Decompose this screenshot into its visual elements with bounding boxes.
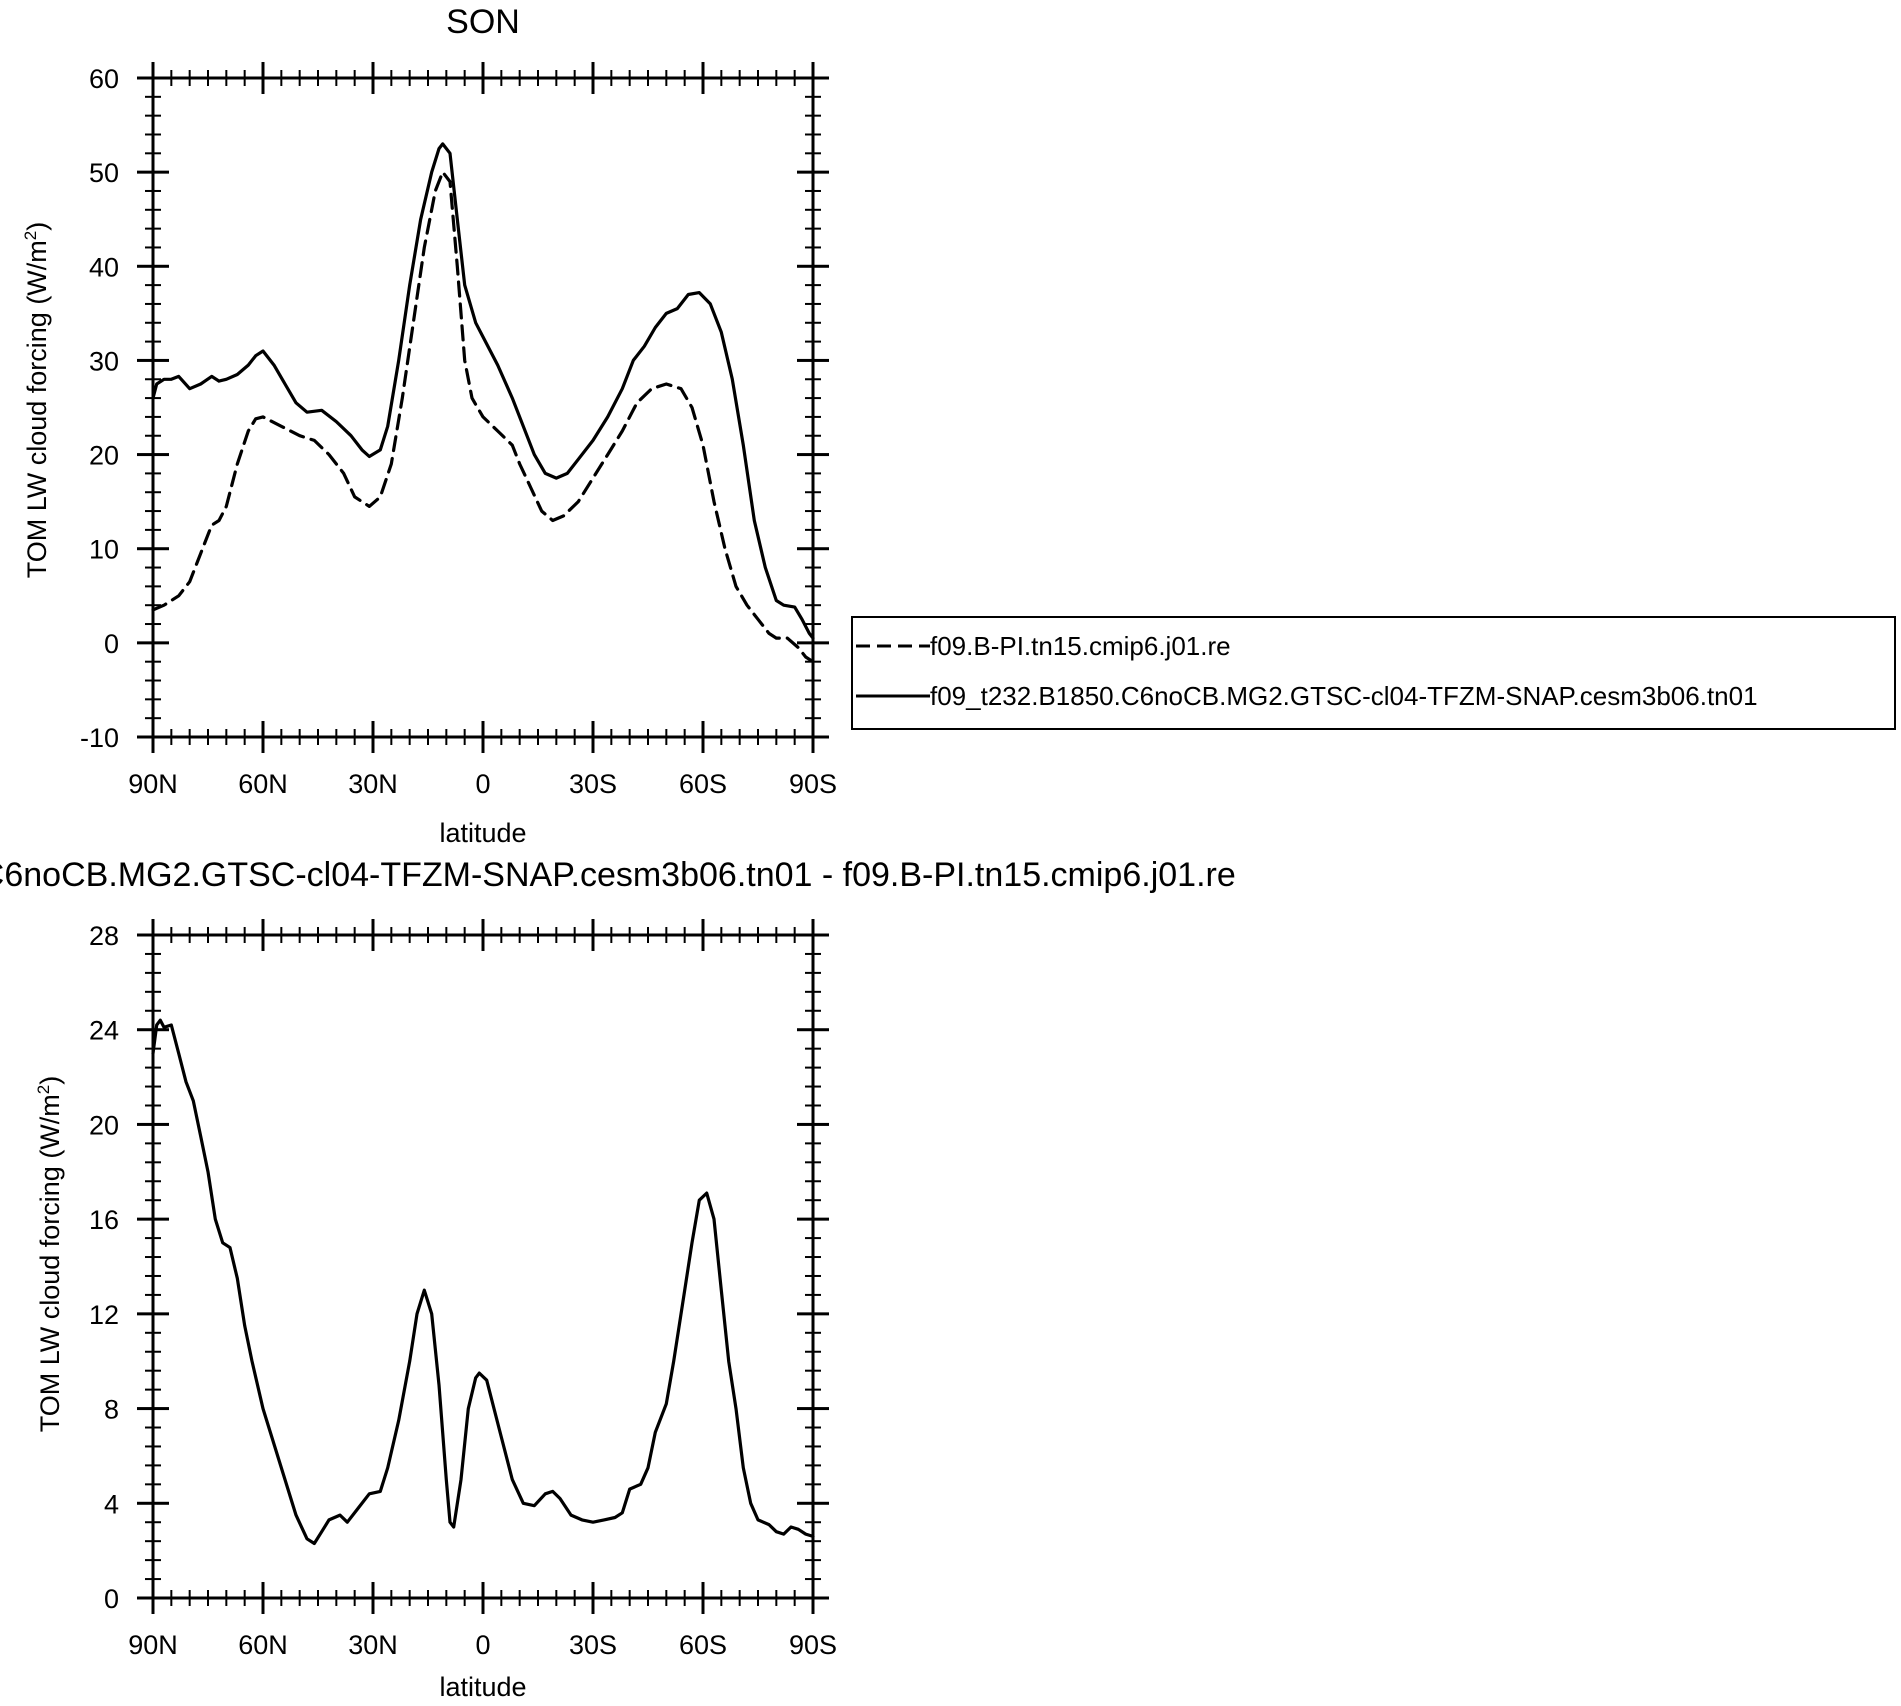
- top-panel: SON TOM LW cloud forcing (W/m2) latitude…: [21, 3, 837, 848]
- top-panel-x-tick-label: 90N: [128, 769, 178, 799]
- legend-entry-0: f09.B-PI.tn15.cmip6.j01.re: [930, 631, 1231, 661]
- bottom-panel-ylabel-main: TOM LW cloud forcing (W/m: [35, 1094, 65, 1432]
- top-panel-y-tick-label: 60: [89, 64, 119, 94]
- top-panel-x-tick-label: 60S: [679, 769, 727, 799]
- top-panel-ylabel-sup: 2: [21, 231, 40, 240]
- bottom-panel-x-tick-label: 30N: [348, 1630, 398, 1660]
- bottom-panel-y-tick-label: 4: [104, 1489, 119, 1519]
- bottom-panel-title: f09_t232.B1850.C6noCB.MG2.GTSC-cl04-TFZM…: [0, 856, 1236, 894]
- bottom-panel-ylabel-sup: 2: [34, 1085, 53, 1094]
- bottom-panel-x-tick-label: 90S: [789, 1630, 837, 1660]
- bottom-panel-y-tick-label: 28: [89, 921, 119, 951]
- top-panel-title: SON: [446, 3, 520, 41]
- bottom-panel-y-tick-label: 20: [89, 1110, 119, 1140]
- bottom-panel-y-tick-label: 8: [104, 1395, 119, 1425]
- top-panel-x-tick-label: 60N: [238, 769, 288, 799]
- legend: f09.B-PI.tn15.cmip6.j01.re f09_t232.B185…: [851, 616, 1896, 730]
- top-panel-y-tick-label: 30: [89, 346, 119, 376]
- top-panel-y-tick-label: 40: [89, 252, 119, 282]
- top-panel-x-tick-label: 0: [475, 769, 490, 799]
- top-panel-x-tick-label: 30S: [569, 769, 617, 799]
- top-panel-plot-frame: [151, 76, 815, 739]
- top-panel-ylabel-main: TOM LW cloud forcing (W/m: [22, 240, 52, 578]
- legend-entry-1: f09_t232.B1850.C6noCB.MG2.GTSC-cl04-TFZM…: [930, 681, 1758, 711]
- bottom-panel-ylabel-close: ): [35, 1076, 65, 1085]
- bottom-panel-y-tick-label: 16: [89, 1205, 119, 1235]
- top-panel-series-line-1: [151, 142, 815, 640]
- top-panel-y-tick-label: 10: [89, 535, 119, 565]
- bottom-panel-plot-frame: [151, 933, 815, 1600]
- bottom-panel-y-tick-label: 24: [89, 1016, 119, 1046]
- bottom-panel-x-tick-label: 90N: [128, 1630, 178, 1660]
- top-panel-y-tick-label: 20: [89, 441, 119, 471]
- top-panel-y-tick-label: 50: [89, 158, 119, 188]
- top-panel-series-line-0: [151, 170, 815, 664]
- bottom-panel-series-line-0: [151, 1018, 815, 1546]
- bottom-panel-x-tick-label: 60S: [679, 1630, 727, 1660]
- bottom-panel-x-tick-label: 0: [475, 1630, 490, 1660]
- top-panel-ylabel: TOM LW cloud forcing (W/m2): [21, 222, 52, 579]
- bottom-panel-x-tick-label: 60N: [238, 1630, 288, 1660]
- top-panel-y-tick-label: -10: [80, 723, 119, 753]
- bottom-panel-y-tick-label: 12: [89, 1300, 119, 1330]
- top-panel-y-tick-label: 0: [104, 629, 119, 659]
- top-panel-ylabel-close: ): [22, 222, 52, 231]
- bottom-panel-ylabel: TOM LW cloud forcing (W/m2): [34, 1076, 65, 1433]
- bottom-panel: f09_t232.B1850.C6noCB.MG2.GTSC-cl04-TFZM…: [0, 856, 1236, 1702]
- bottom-panel-xlabel: latitude: [439, 1672, 526, 1702]
- bottom-panel-y-tick-label: 0: [104, 1584, 119, 1614]
- bottom-panel-x-tick-label: 30S: [569, 1630, 617, 1660]
- legend-box: [851, 616, 1896, 730]
- svg-text:TOM LW cloud forcing (W/m2): TOM LW cloud forcing (W/m2): [21, 222, 52, 579]
- top-panel-x-tick-label: 30N: [348, 769, 398, 799]
- top-panel-xlabel: latitude: [439, 818, 526, 848]
- svg-text:TOM LW cloud forcing (W/m2): TOM LW cloud forcing (W/m2): [34, 1076, 65, 1433]
- top-panel-x-tick-label: 90S: [789, 769, 837, 799]
